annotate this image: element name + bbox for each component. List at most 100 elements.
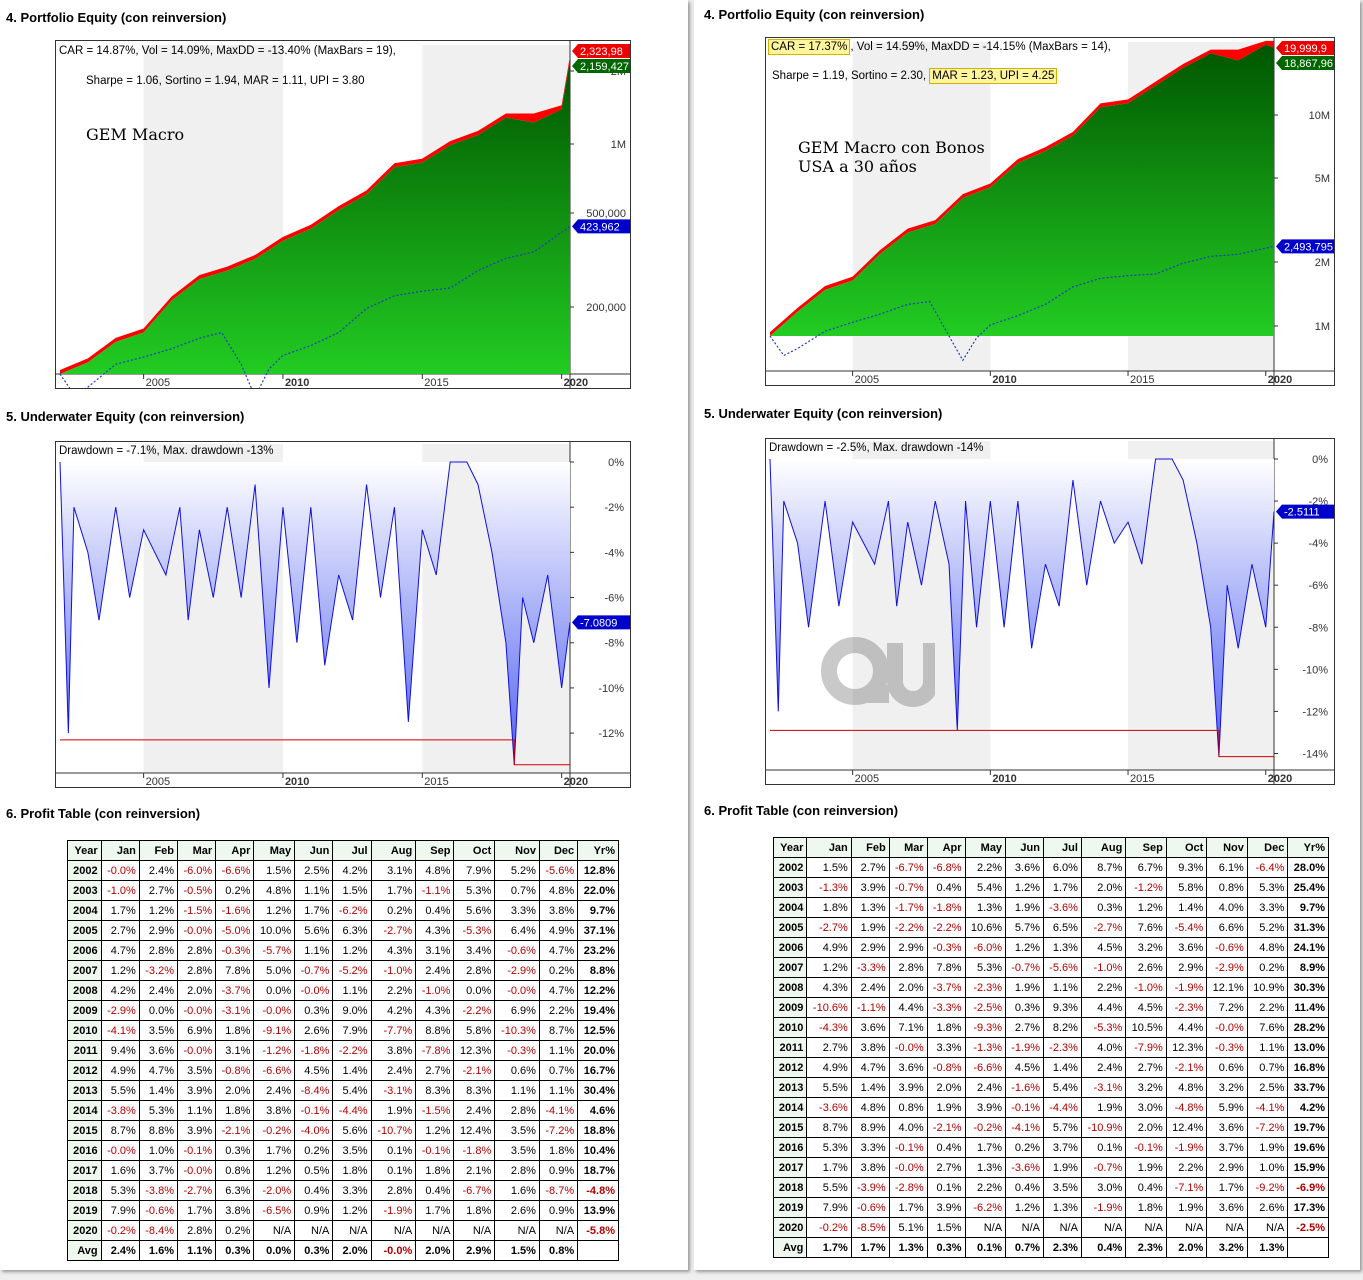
year-cell: 2003 <box>772 877 808 898</box>
month-cell: 4.9% <box>806 1057 852 1078</box>
equity-area <box>60 59 570 374</box>
month-cell: 1.8% <box>415 1160 455 1181</box>
month-cell: 0.4% <box>1005 1177 1044 1198</box>
y-tick-label: 1M <box>611 139 626 151</box>
month-cell: 4.3% <box>415 920 455 941</box>
year-total-cell: 28.0% <box>1287 857 1329 878</box>
month-cell: 2.9% <box>1165 957 1208 978</box>
year-total-cell: 12.2% <box>577 980 619 1001</box>
month-cell: -0.0% <box>370 1240 417 1261</box>
month-cell: 7.8% <box>926 957 966 978</box>
table-row: Avg 1.7% 1.7% 1.3% 0.3% 0.1% 0.7% 2.3% 0.4% 2.3% 2… <box>772 1237 1329 1258</box>
year-total-cell: 23.2% <box>577 940 619 961</box>
month-cell: 0.8% <box>538 1240 579 1261</box>
month-cell: -1.9% <box>370 1200 417 1221</box>
y-tick-label: 2M <box>1315 257 1330 269</box>
year-total-cell: 18.7% <box>577 1160 619 1181</box>
month-cell: -7.2% <box>538 1120 579 1141</box>
month-cell: 1.1% <box>538 1040 579 1061</box>
month-cell: 1.7% <box>415 1200 455 1221</box>
month-cell: 1.5% <box>926 1217 966 1238</box>
drawdown-last-value-label-bg <box>1276 504 1334 519</box>
month-cell: 12.1% <box>1206 977 1248 998</box>
month-cell: 4.0% <box>888 1117 928 1138</box>
month-cell: 0.3% <box>294 1000 334 1021</box>
month-cell: 1.4% <box>332 1060 372 1081</box>
month-cell: -5.6% <box>538 860 579 881</box>
month-cell: -2.8% <box>888 1177 928 1198</box>
month-cell: 1.9% <box>370 1100 417 1121</box>
month-cell: -6.5% <box>253 1200 296 1221</box>
month-cell: -1.0% <box>415 980 455 1001</box>
month-cell: 0.2% <box>294 1140 334 1161</box>
year-cell: 2007 <box>67 960 102 981</box>
table-row: 2012 4.9% 4.7% 3.6% -0.8% -6.6% 4.5% 1.4% 2.4% 2.… <box>772 1057 1329 1078</box>
month-cell: -0.6% <box>850 1197 890 1218</box>
x-tick-label: 2020 <box>1268 773 1292 784</box>
month-cell: -3.8% <box>100 1100 140 1121</box>
month-cell: 0.3% <box>215 1140 255 1161</box>
y-tick-label: -6% <box>1308 580 1328 592</box>
table-row: 2020 -0.2% -8.4% 2.8% 0.2% N/A N/A N/A N/A N/A N/A… <box>67 1220 619 1241</box>
month-cell: -7.8% <box>415 1040 455 1061</box>
month-cell: 3.1% <box>215 1040 255 1061</box>
table-row: 2003 -1.3% 3.9% -0.7% 0.4% 5.4% 1.2% 1.7% 2.0% -1… <box>772 877 1329 898</box>
month-cell: 6.9% <box>494 1000 540 1021</box>
table-row: 2008 4.3% 2.4% 2.0% -3.7% -2.3% 1.9% 1.1% 2.2% -1… <box>772 977 1329 998</box>
table-row: Avg 2.4% 1.6% 1.1% 0.3% 0.0% 0.3% 2.0% -0.0% 2.0%… <box>67 1240 619 1261</box>
column-header: May <box>253 840 296 861</box>
month-cell: -1.8% <box>453 1140 496 1161</box>
month-cell: -1.7% <box>888 897 928 918</box>
month-cell: 4.8% <box>538 880 579 901</box>
month-cell: 5.6% <box>294 920 334 941</box>
month-cell: 2.0% <box>332 1240 372 1261</box>
month-cell: 1.9% <box>1165 1197 1208 1218</box>
month-cell: 2.9% <box>1206 1157 1248 1178</box>
month-cell: -4.0% <box>294 1120 334 1141</box>
year-cell: 2008 <box>67 980 102 1001</box>
month-cell: -6.4% <box>1246 857 1289 878</box>
year-total-cell: 16.7% <box>577 1060 619 1081</box>
month-cell: 1.3% <box>1042 937 1082 958</box>
table-row: 2012 4.9% 4.7% 3.5% -0.8% -6.6% 4.5% 1.4% 2.4% 2.… <box>67 1060 619 1081</box>
month-cell: 3.8% <box>215 1200 255 1221</box>
month-cell: 1.0% <box>1246 1157 1289 1178</box>
underwater-line <box>769 458 1275 757</box>
month-cell: 7.1% <box>888 1017 928 1038</box>
month-cell: 5.3% <box>100 1180 140 1201</box>
month-cell: 0.4% <box>415 1180 455 1201</box>
month-cell: -1.9% <box>1080 1197 1127 1218</box>
y-tick-label: -12% <box>1302 706 1328 718</box>
x-tick-label: 2020 <box>564 776 588 787</box>
month-cell: 2.6% <box>1125 957 1167 978</box>
month-cell: 6.6% <box>1206 917 1248 938</box>
month-cell: 12.3% <box>1165 1037 1208 1058</box>
month-cell: -6.2% <box>964 1197 1007 1218</box>
month-cell: 3.7% <box>138 1160 179 1181</box>
column-header: Year <box>772 837 808 858</box>
month-cell: 6.9% <box>176 1020 217 1041</box>
year-total-cell: 31.3% <box>1287 917 1329 938</box>
month-cell: 2.0% <box>215 1080 255 1101</box>
month-cell: 1.1% <box>1042 977 1082 998</box>
month-cell: 1.9% <box>1042 1157 1082 1178</box>
column-header: Dec <box>1246 837 1289 858</box>
table-row: 2015 8.7% 8.9% 4.0% -2.1% -0.2% -4.1% 5.7% -10.9… <box>772 1117 1329 1138</box>
month-cell: 1.1% <box>494 1080 540 1101</box>
month-cell: 12.3% <box>453 1040 496 1061</box>
month-cell: -0.2% <box>806 1217 852 1238</box>
month-cell: 1.2% <box>1005 937 1044 958</box>
year-total-cell: 30.3% <box>1287 977 1329 998</box>
month-cell: -0.0% <box>888 1157 928 1178</box>
year-total-cell: 37.1% <box>577 920 619 941</box>
month-cell: 1.8% <box>215 1100 255 1121</box>
month-cell: 1.9% <box>1080 1097 1127 1118</box>
table-header-row: Year Jan Feb Mar Apr May Jun Jul Aug Sep Oct Nov Dec… <box>67 840 619 861</box>
month-cell: -2.9% <box>1206 957 1248 978</box>
month-cell: -5.7% <box>253 940 296 961</box>
month-cell: -8.7% <box>538 1180 579 1201</box>
month-cell: 10.9% <box>1246 977 1289 998</box>
left-profit-table: Year Jan Feb Mar Apr May Jun Jul Aug Sep Oct Nov Dec… <box>67 840 619 1261</box>
month-cell: -3.3% <box>850 957 890 978</box>
month-cell: -0.1% <box>888 1137 928 1158</box>
